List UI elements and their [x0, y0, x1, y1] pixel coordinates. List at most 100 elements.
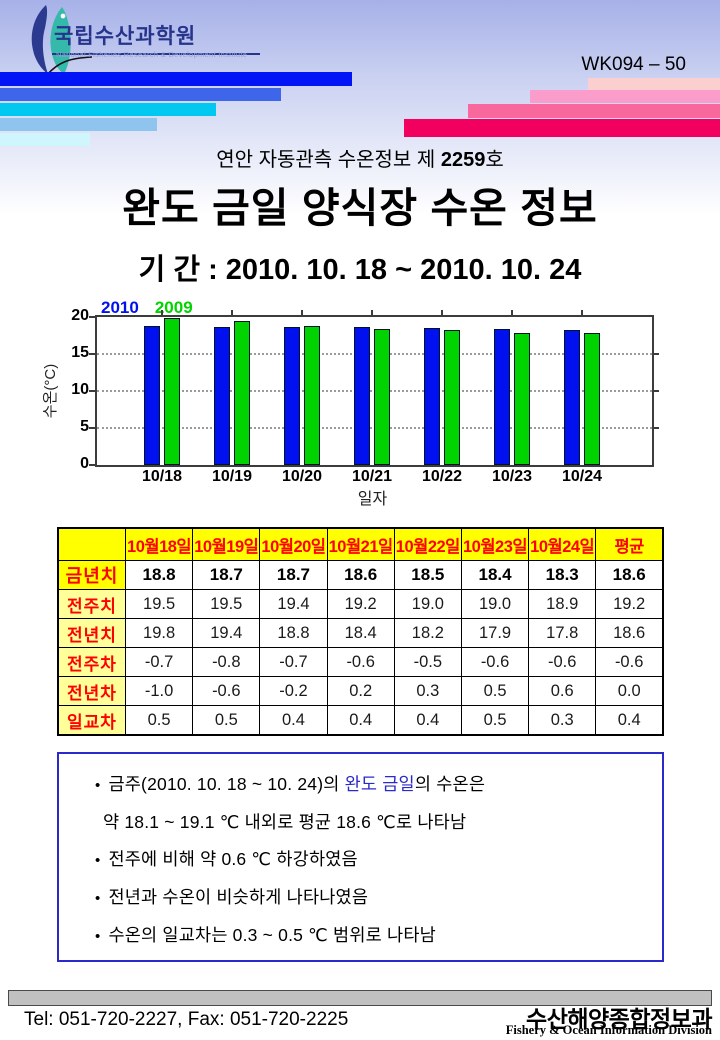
- note-bullet-1: • 금주(2010. 10. 18 ~ 10. 24)의 완도 금일의 수온은: [95, 766, 648, 804]
- table-cell: 19.8: [124, 618, 194, 648]
- chart-bar-2010: [214, 326, 230, 465]
- table-cell: 18.7: [192, 560, 261, 590]
- table-cell: 19.5: [192, 589, 261, 619]
- table-cell: 0.4: [326, 705, 395, 736]
- table-header-cell: [57, 527, 126, 561]
- table-cell: -0.7: [259, 647, 328, 677]
- org-name: 국립수산과학원: [52, 20, 261, 55]
- table-cell: 18.6: [595, 618, 664, 648]
- x-tick-label: 10/22: [421, 468, 463, 485]
- division-name-english: Fishery & Ocean Information Division: [505, 1023, 712, 1037]
- decor-bar: [0, 88, 281, 101]
- axis-tick: [89, 427, 97, 429]
- note-3-text: 전년과 수온이 비슷하게 나타나였음: [108, 887, 369, 907]
- y-tick-label: 15: [71, 344, 89, 361]
- decor-bar: [530, 90, 720, 103]
- decor-bar: [0, 118, 157, 131]
- note-1-highlight: 완도 금일: [344, 774, 415, 794]
- chart-plot: 수온(°C) 0 5 10 15 20 10/18 10/19 10/20 10/21 10/22…: [42, 307, 659, 485]
- chart-legend: 2010 2009: [101, 298, 209, 318]
- table-cell: 18.4: [326, 618, 395, 648]
- row-label: 전주차: [57, 647, 126, 677]
- axis-tick: [652, 390, 659, 392]
- chart-bar-2010: [284, 326, 300, 465]
- axis-tick: [89, 316, 97, 318]
- chart-bar-2009: [584, 333, 600, 465]
- decor-bar: [468, 104, 720, 118]
- axis-tick: [441, 310, 443, 317]
- table-cell: 18.6: [595, 560, 664, 590]
- note-2-text: 전주에 비해 약 0.6 ℃ 하강하였음: [108, 849, 358, 869]
- row-label: 전주치: [57, 589, 126, 619]
- chart-bar-2009: [234, 321, 250, 465]
- table-cell: 0.4: [259, 705, 328, 736]
- chart-bar-2009: [374, 328, 390, 465]
- table-cell: 18.6: [326, 560, 395, 590]
- table-cell: 18.8: [259, 618, 328, 648]
- chart-bar-2010: [424, 328, 440, 465]
- table-cell: 0.4: [393, 705, 462, 736]
- issue-number: 2259: [440, 149, 486, 171]
- decor-bar: [0, 72, 352, 86]
- decor-bar: [0, 103, 216, 116]
- decor-bar: [0, 133, 90, 146]
- table-row: 전년치 19.8 19.4 18.8 18.4 18.2 17.9 17.8 18.6: [57, 618, 664, 648]
- y-tick-label: 0: [80, 455, 89, 472]
- table-header-cell: 10월22일: [393, 527, 462, 561]
- table-row: 전주차 -0.7 -0.8 -0.7 -0.6 -0.5 -0.6 -0.6 -0.6: [57, 647, 664, 677]
- table-cell: -0.2: [259, 676, 328, 706]
- table-cell: 0.2: [326, 676, 395, 706]
- chart: 2010 2009 수온(°C) 0 5 10 15 20 10/18 10/19 10/20 1…: [35, 297, 680, 509]
- decor-bar: [588, 78, 720, 90]
- table-header-cell: 평균: [595, 527, 664, 561]
- bullet-icon: •: [95, 852, 101, 869]
- x-axis-label: 일자: [357, 491, 388, 508]
- x-tick-label: 10/23: [491, 468, 533, 485]
- table-header-cell: 10월19일: [192, 527, 261, 561]
- row-label: 전년차: [57, 676, 126, 706]
- table-cell: 0.5: [124, 705, 194, 736]
- axis-tick: [301, 310, 303, 317]
- table-cell: 18.5: [393, 560, 462, 590]
- axis-tick: [511, 310, 513, 317]
- footer-divider-bar: [8, 990, 712, 1006]
- chart-bar-2010: [494, 328, 510, 465]
- table-cell: 19.0: [460, 589, 530, 619]
- table-cell: 18.3: [528, 560, 597, 590]
- axis-tick: [581, 310, 583, 317]
- period-text: 기 간 : 2010. 10. 18 ~ 2010. 10. 24: [138, 254, 582, 286]
- table-cell: 17.9: [460, 618, 530, 648]
- table-cell: -0.5: [393, 647, 462, 677]
- report-subtitle: 연안 자동관측 수온정보 제 2259호: [0, 143, 720, 172]
- table-header-cell: 10월18일: [124, 527, 194, 561]
- table-cell: 18.9: [528, 589, 597, 619]
- row-label: 일교차: [57, 705, 126, 736]
- y-tick-label: 20: [71, 307, 89, 324]
- table-cell: 17.8: [528, 618, 597, 648]
- chart-bar-2010: [354, 327, 370, 465]
- x-tick-label: 10/21: [351, 468, 393, 485]
- axis-tick: [89, 353, 97, 355]
- chart-bar-2010: [144, 325, 160, 465]
- table-cell: 0.5: [460, 676, 530, 706]
- legend-item: 2010: [101, 298, 139, 317]
- axis-tick: [371, 310, 373, 317]
- table-header-cell: 10월20일: [259, 527, 328, 561]
- table-cell: 19.4: [192, 618, 261, 648]
- x-tick-label: 10/24: [561, 468, 603, 485]
- table-cell: -0.6: [528, 647, 597, 677]
- bullet-icon: •: [95, 777, 101, 794]
- table-header-row: 10월18일 10월19일 10월20일 10월21일 10월22일 10월23일 10월2…: [57, 527, 664, 561]
- data-table: 10월18일 10월19일 10월20일 10월21일 10월22일 10월23일 10월2…: [57, 527, 664, 736]
- table-cell: 0.0: [595, 676, 664, 706]
- chart-bar-2009: [164, 318, 180, 465]
- summary-box: • 금주(2010. 10. 18 ~ 10. 24)의 완도 금일의 수온은 약…: [57, 752, 664, 962]
- row-label: 금년치: [57, 560, 126, 590]
- table-cell: 0.5: [460, 705, 530, 736]
- page-title: 완도 금일 양식장 수온 정보: [122, 185, 598, 231]
- legend-item: 2009: [154, 298, 193, 317]
- x-tick-label: 10/19: [211, 468, 253, 485]
- axis-tick: [89, 464, 97, 466]
- note-bullet-4: • 수온의 일교차는 0.3 ~ 0.5 ℃ 범위로 나타남: [95, 917, 648, 955]
